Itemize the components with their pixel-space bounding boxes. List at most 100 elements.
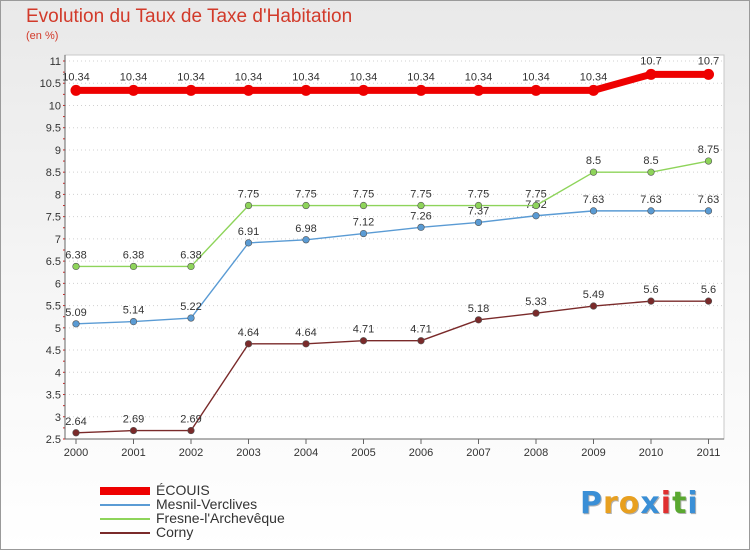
data-point-mesnil-verclives: [244, 239, 253, 247]
data-point-corny: [532, 309, 540, 317]
data-point-mesnil-verclives: [417, 223, 425, 231]
data-label-corny: 5.6: [701, 284, 716, 296]
data-point-corny: [704, 297, 713, 305]
data-label-mesnil-verclives: 6.98: [295, 223, 316, 235]
data-label-mesnil-verclives: 7.12: [353, 217, 374, 229]
x-tick-label: 2006: [409, 447, 433, 459]
x-tick-label: 2008: [524, 447, 548, 459]
data-point-mesnil-verclives: [647, 207, 655, 215]
series-line-mesnil-verclives: [75, 210, 710, 325]
data-label-ecouis: 10.34: [120, 71, 148, 83]
data-label-corny: 5.49: [583, 289, 604, 301]
data-point-fresne-l-archeveque: [647, 168, 655, 176]
data-label-fresne-l-archeveque: 6.38: [123, 249, 144, 261]
data-point-mesnil-verclives: [589, 207, 598, 215]
y-tick-label: 11: [50, 56, 61, 68]
data-point-ecouis: [128, 84, 139, 96]
logo-letter: i: [660, 486, 673, 521]
data-label-mesnil-verclives: 6.91: [238, 226, 259, 238]
y-tick-label: 6: [55, 278, 61, 290]
data-label-fresne-l-archeveque: 7.75: [238, 189, 259, 201]
y-tick-label: 3.5: [46, 390, 61, 402]
data-point-corny: [417, 337, 425, 345]
data-point-fresne-l-archeveque: [589, 168, 598, 176]
x-tick-label: 2011: [697, 447, 721, 459]
data-point-corny: [359, 337, 368, 345]
data-label-corny: 2.69: [180, 414, 201, 426]
y-tick-label: 8.5: [46, 167, 61, 179]
data-point-mesnil-verclives: [474, 218, 483, 227]
logo-letter: t: [672, 486, 688, 521]
data-label-corny: 4.64: [238, 327, 259, 339]
x-tick-label: 2009: [581, 447, 605, 459]
plot-area: [64, 54, 725, 440]
proxiti-logo: Proxiti: [580, 486, 699, 521]
data-point-ecouis: [243, 84, 254, 96]
data-label-fresne-l-archeveque: 7.75: [525, 189, 546, 201]
y-tick-label: 8: [55, 189, 61, 201]
data-label-mesnil-verclives: 5.09: [65, 307, 86, 319]
data-label-corny: 2.69: [123, 414, 144, 426]
y-tick-label: 5: [55, 323, 61, 335]
data-label-corny: 4.64: [295, 327, 316, 339]
x-tick-label: 2004: [294, 447, 318, 459]
data-label-mesnil-verclives: 5.14: [123, 305, 144, 317]
y-tick-label: 10: [49, 100, 61, 112]
data-label-ecouis: 10.34: [62, 71, 90, 83]
x-tick-label: 2002: [179, 447, 203, 459]
x-tick-label: 2007: [466, 447, 490, 459]
logo-letter: x: [640, 486, 661, 521]
data-label-ecouis: 10.34: [465, 71, 493, 83]
chart-title: Evolution du Taux de Taxe d'Habitation: [26, 6, 353, 27]
data-label-ecouis: 10.34: [350, 71, 378, 83]
legend-label-ecouis: ÉCOUIS: [156, 482, 210, 498]
data-label-corny: 2.64: [65, 416, 86, 428]
y-tick-label: 4: [55, 367, 61, 379]
data-point-fresne-l-archeveque: [417, 201, 425, 210]
data-point-corny: [647, 297, 655, 305]
data-point-mesnil-verclives: [704, 207, 713, 215]
x-tick-label: 2010: [639, 447, 663, 459]
series-line-fresne-l-archeveque: [75, 160, 710, 268]
data-point-ecouis: [415, 84, 427, 96]
legend-label-corny: Corny: [156, 524, 194, 540]
x-tick-label: 2000: [64, 447, 88, 459]
data-point-fresne-l-archeveque: [72, 262, 80, 271]
series-line-corny: [75, 300, 710, 434]
data-label-fresne-l-archeveque: 7.75: [353, 189, 374, 201]
data-label-mesnil-verclives: 7.26: [410, 210, 431, 222]
x-tick-label: 2001: [121, 447, 145, 459]
data-label-corny: 5.33: [525, 296, 546, 308]
logo-letter: r: [603, 486, 619, 521]
data-point-fresne-l-archeveque: [187, 262, 195, 271]
data-label-mesnil-verclives: 5.22: [180, 301, 201, 313]
logo-letter: i: [687, 486, 699, 521]
data-label-corny: 5.6: [643, 284, 658, 296]
legend-label-mesnil-verclives: Mesnil-Verclives: [156, 496, 258, 512]
y-tick-label: 4.5: [46, 345, 61, 357]
data-label-fresne-l-archeveque: 7.75: [468, 189, 489, 201]
legend-swatch-mesnil-verclives: [100, 504, 150, 506]
legend-swatch-corny: [100, 532, 150, 534]
data-label-corny: 4.71: [410, 324, 431, 336]
data-label-fresne-l-archeveque: 8.5: [643, 155, 658, 167]
y-tick-label: 3: [55, 412, 61, 424]
data-label-mesnil-verclives: 7.63: [640, 194, 661, 206]
data-label-mesnil-verclives: 7.63: [698, 194, 719, 206]
data-point-corny: [589, 302, 598, 310]
data-point-ecouis: [358, 84, 369, 96]
data-point-mesnil-verclives: [187, 314, 195, 322]
legend-swatch-fresne-l-archeveque: [100, 518, 150, 520]
y-tick-label: 7: [55, 234, 61, 246]
data-point-mesnil-verclives: [532, 212, 540, 220]
data-label-fresne-l-archeveque: 8.5: [586, 155, 601, 167]
y-tick-label: 7.5: [46, 212, 61, 224]
data-point-mesnil-verclives: [302, 236, 310, 244]
logo-letter: o: [618, 486, 641, 521]
data-point-fresne-l-archeveque: [704, 157, 713, 165]
data-label-mesnil-verclives: 7.63: [583, 194, 604, 206]
data-label-fresne-l-archeveque: 8.75: [698, 144, 719, 156]
data-point-corny: [244, 340, 253, 348]
data-label-fresne-l-archeveque: 7.75: [410, 189, 431, 201]
